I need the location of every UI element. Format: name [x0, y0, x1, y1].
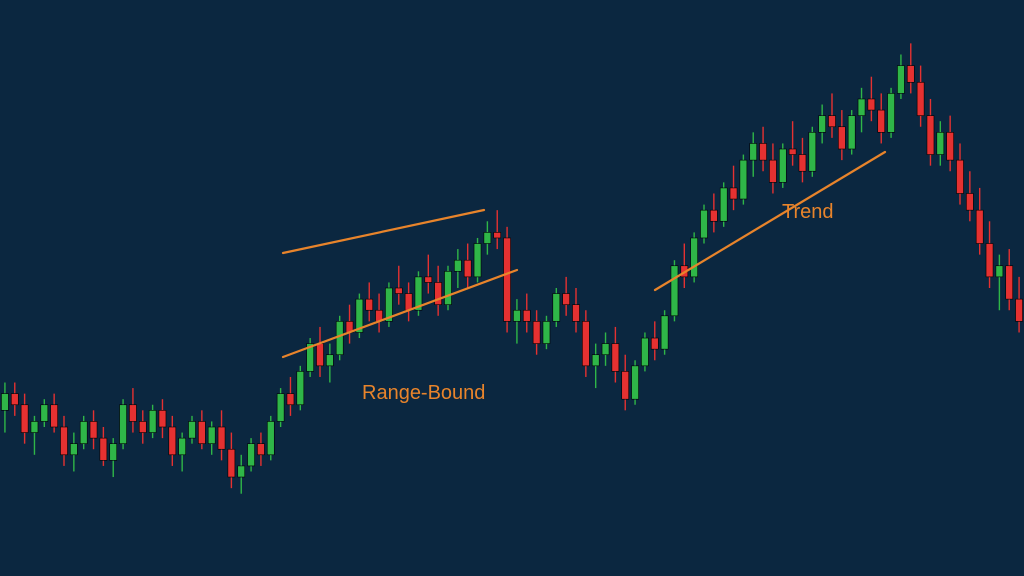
chart-canvas: [0, 0, 1024, 576]
candlestick-chart: Range-Bound Trend: [0, 0, 1024, 576]
annotation-label-1: Trend: [782, 201, 834, 224]
annotation-label-0: Range-Bound: [362, 382, 485, 405]
